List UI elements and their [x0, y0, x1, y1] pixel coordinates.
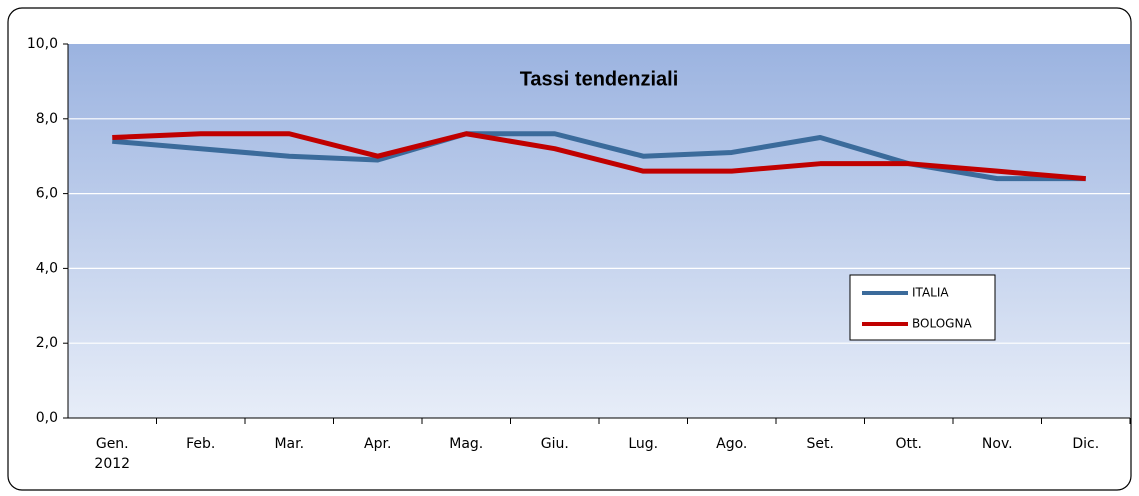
x-tick-label: Ago.	[716, 436, 747, 452]
y-tick-label: 4,0	[36, 260, 58, 276]
x-tick-label: Lug.	[628, 436, 658, 452]
x-tick-label: Mar.	[274, 436, 304, 452]
x-tick-label: Mag.	[449, 436, 483, 452]
y-tick-label: 8,0	[36, 111, 58, 127]
x-tick-label: Feb.	[186, 436, 215, 452]
chart-title: Tassi tendenziali	[520, 68, 679, 90]
x-tick-label: Dic.	[1072, 436, 1099, 452]
x-tick-label: Gen. 2012	[94, 436, 130, 472]
legend-box	[849, 274, 996, 341]
x-tick-label: Ott.	[896, 436, 922, 452]
y-tick-label: 6,0	[36, 186, 58, 202]
series-line	[112, 131, 1086, 182]
y-tick-label: 2,0	[36, 335, 58, 351]
y-tick-label: 10,0	[27, 36, 58, 52]
legend-label: ITALIA	[912, 286, 949, 300]
plot-area	[68, 44, 1130, 418]
x-tick-label: Set.	[807, 436, 834, 452]
y-tick-label: 0,0	[36, 410, 58, 426]
x-tick-label: Giu.	[541, 436, 569, 452]
x-tick-label: Nov.	[982, 436, 1013, 452]
x-tick-label: Apr.	[364, 436, 391, 452]
legend-label: BOLOGNA	[912, 317, 972, 331]
